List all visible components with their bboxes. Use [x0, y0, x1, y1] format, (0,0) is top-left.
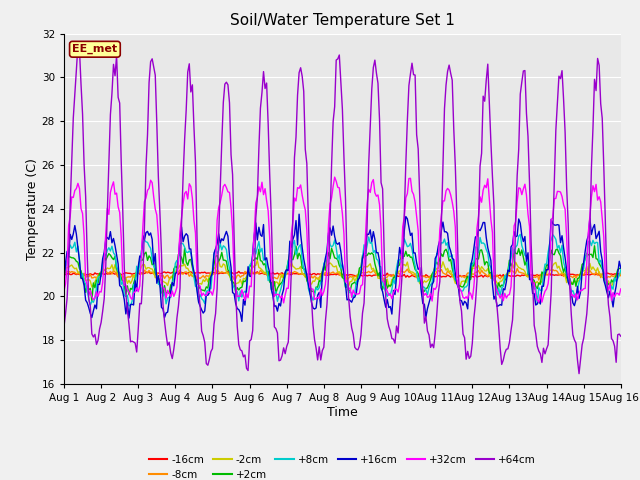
- +16cm: [60, 282, 68, 288]
- -16cm: [465, 276, 473, 281]
- -16cm: [60, 271, 68, 277]
- +64cm: [617, 333, 625, 339]
- +16cm: [399, 255, 406, 261]
- +16cm: [295, 211, 303, 217]
- +32cm: [399, 224, 406, 229]
- Line: -16cm: -16cm: [64, 271, 621, 278]
- -16cm: [617, 271, 625, 276]
- -8cm: [397, 268, 405, 274]
- -8cm: [379, 275, 387, 281]
- +32cm: [164, 288, 172, 293]
- +16cm: [617, 265, 625, 271]
- Line: +16cm: +16cm: [64, 214, 621, 322]
- +32cm: [617, 286, 625, 292]
- Text: EE_met: EE_met: [72, 44, 118, 54]
- +8cm: [397, 260, 405, 265]
- +64cm: [410, 72, 417, 78]
- -16cm: [552, 272, 559, 278]
- -16cm: [379, 273, 387, 278]
- +64cm: [74, 43, 82, 48]
- +8cm: [379, 279, 387, 285]
- +8cm: [60, 267, 68, 273]
- +32cm: [76, 186, 83, 192]
- +2cm: [550, 252, 558, 258]
- +8cm: [76, 258, 83, 264]
- -16cm: [397, 273, 405, 279]
- -8cm: [410, 273, 417, 278]
- +2cm: [410, 260, 417, 266]
- +2cm: [397, 253, 405, 259]
- -2cm: [253, 257, 261, 263]
- +2cm: [88, 298, 96, 304]
- +2cm: [76, 266, 83, 272]
- +8cm: [552, 237, 559, 242]
- +2cm: [617, 266, 625, 272]
- +8cm: [617, 267, 625, 273]
- -16cm: [76, 272, 83, 277]
- -8cm: [617, 273, 625, 278]
- Line: +32cm: +32cm: [64, 177, 621, 303]
- Line: +64cm: +64cm: [64, 46, 621, 373]
- -2cm: [60, 272, 68, 278]
- -2cm: [76, 269, 83, 275]
- X-axis label: Time: Time: [327, 406, 358, 419]
- -8cm: [164, 272, 172, 278]
- +16cm: [552, 222, 559, 228]
- +2cm: [60, 261, 68, 267]
- -8cm: [76, 271, 83, 276]
- Line: +2cm: +2cm: [64, 246, 621, 301]
- -2cm: [454, 285, 462, 290]
- +32cm: [280, 300, 287, 306]
- +16cm: [412, 250, 419, 256]
- +16cm: [164, 309, 172, 315]
- -2cm: [379, 275, 387, 280]
- Title: Soil/Water Temperature Set 1: Soil/Water Temperature Set 1: [230, 13, 455, 28]
- -16cm: [410, 273, 417, 279]
- -8cm: [552, 267, 559, 273]
- +64cm: [575, 371, 583, 376]
- +32cm: [60, 288, 68, 294]
- -2cm: [552, 260, 559, 265]
- -2cm: [164, 283, 172, 288]
- Line: +8cm: +8cm: [64, 234, 621, 306]
- +2cm: [165, 290, 173, 296]
- +8cm: [516, 231, 524, 237]
- +8cm: [125, 303, 133, 309]
- +8cm: [165, 294, 173, 300]
- +16cm: [238, 319, 246, 324]
- +2cm: [591, 243, 598, 249]
- -16cm: [164, 269, 172, 275]
- Y-axis label: Temperature (C): Temperature (C): [26, 158, 39, 260]
- +64cm: [60, 324, 68, 329]
- +64cm: [165, 339, 173, 345]
- -2cm: [617, 270, 625, 276]
- -8cm: [513, 265, 521, 271]
- +2cm: [379, 287, 387, 292]
- +64cm: [379, 186, 387, 192]
- +32cm: [380, 279, 388, 285]
- +64cm: [77, 81, 85, 87]
- +32cm: [552, 195, 559, 201]
- +64cm: [397, 286, 405, 291]
- +64cm: [550, 179, 558, 184]
- -2cm: [410, 270, 417, 276]
- Legend: -16cm, -8cm, -2cm, +2cm, +8cm, +16cm, +32cm, +64cm: -16cm, -8cm, -2cm, +2cm, +8cm, +16cm, +3…: [145, 450, 540, 480]
- +16cm: [380, 297, 388, 303]
- -8cm: [343, 277, 351, 283]
- -16cm: [235, 268, 243, 274]
- -2cm: [397, 268, 405, 274]
- Line: -2cm: -2cm: [64, 260, 621, 288]
- +16cm: [76, 257, 83, 263]
- +32cm: [331, 174, 339, 180]
- -8cm: [60, 269, 68, 275]
- +32cm: [412, 199, 419, 205]
- +8cm: [410, 256, 417, 262]
- Line: -8cm: -8cm: [64, 268, 621, 280]
